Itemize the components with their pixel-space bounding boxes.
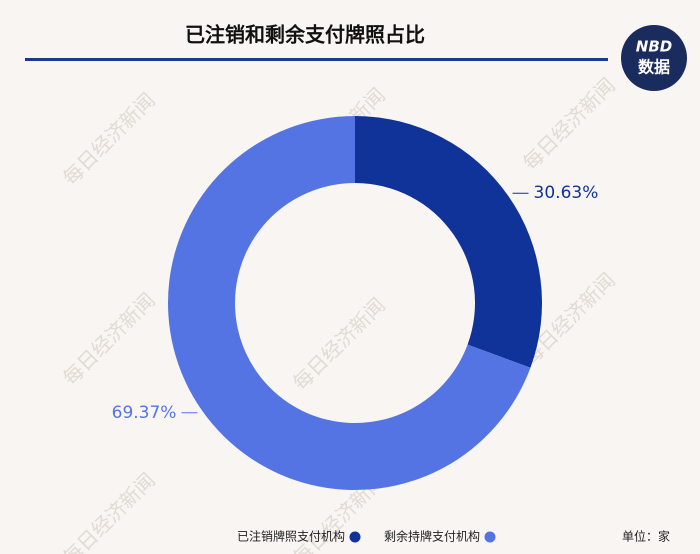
logo bbox=[621, 25, 687, 91]
legend-label: 已注销牌照支付机构 bbox=[237, 529, 345, 544]
logo-text: 数据 bbox=[638, 58, 670, 77]
data-label: 69.37% bbox=[112, 403, 177, 423]
unit-note: 单位：家 bbox=[622, 529, 670, 544]
logo-text: NBD bbox=[636, 38, 672, 56]
title-rule bbox=[25, 58, 608, 61]
donut-segment bbox=[168, 116, 531, 491]
legend-swatch bbox=[349, 531, 361, 543]
donut-segment bbox=[355, 116, 542, 368]
chart-title: 已注销和剩余支付牌照占比 bbox=[185, 23, 425, 47]
data-label: 30.63% bbox=[534, 183, 599, 203]
legend-swatch bbox=[484, 531, 496, 543]
legend-label: 剩余持牌支付机构 bbox=[384, 529, 480, 544]
